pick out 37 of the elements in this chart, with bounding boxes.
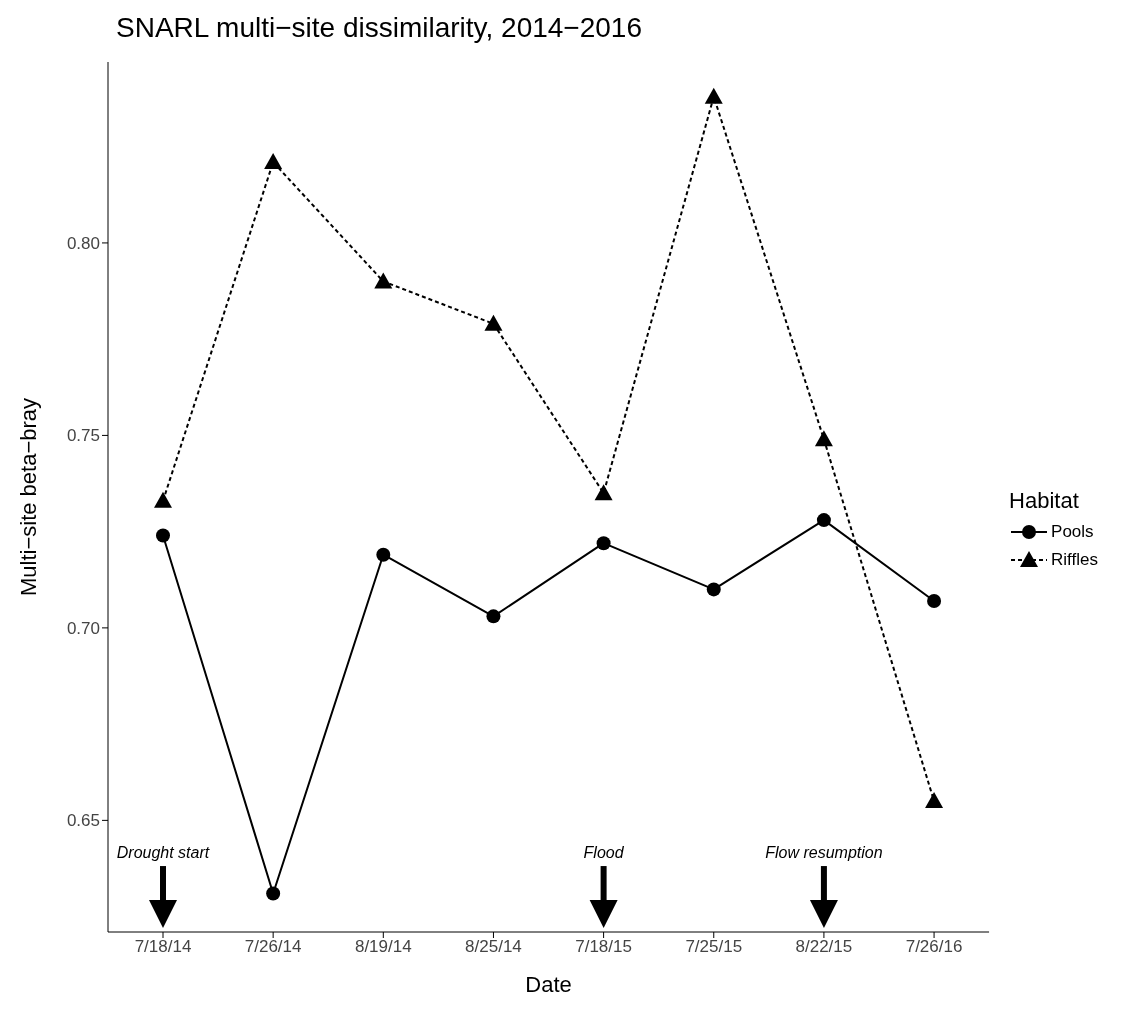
point — [156, 528, 170, 543]
annotation: Flood — [583, 844, 625, 862]
x-tick-label: 7/18/14 — [134, 937, 192, 957]
x-tick-label: 7/18/15 — [575, 937, 632, 957]
point — [264, 153, 283, 170]
point — [814, 430, 833, 447]
point — [374, 272, 393, 289]
y-tick-label: 0.75 — [66, 426, 100, 446]
legend-title: Habitat — [1009, 488, 1080, 514]
point — [704, 87, 723, 104]
y-tick-label: 0.65 — [66, 811, 100, 831]
point — [596, 536, 611, 551]
point — [925, 792, 944, 809]
point — [154, 491, 172, 508]
x-tick-label: 8/25/14 — [465, 937, 522, 957]
x-tick-label: 8/19/14 — [354, 937, 412, 957]
point — [266, 886, 281, 901]
y-tick-label: 0.80 — [66, 233, 100, 253]
x-tick-label: 8/22/15 — [795, 937, 853, 957]
legend-label: Riffles — [1051, 550, 1098, 570]
chart-title: SNARL multi−site dissimilarity, 2014−2016 — [115, 11, 643, 45]
point — [486, 609, 501, 624]
x-tick-label: 7/25/15 — [685, 937, 743, 957]
y-axis-title: Multi−site beta−bray — [15, 397, 41, 597]
legend-label: Pools — [1051, 522, 1094, 542]
point — [594, 484, 613, 501]
point — [706, 582, 721, 597]
point — [376, 547, 391, 562]
x-axis-title: Date — [525, 972, 572, 997]
x-tick-label: 7/26/14 — [244, 937, 302, 957]
point — [484, 314, 503, 331]
x-tick-label: 7/26/16 — [905, 937, 963, 957]
y-tick-label: 0.70 — [66, 618, 100, 638]
point — [927, 593, 942, 608]
point — [816, 513, 831, 528]
annotation: Flow resumption — [765, 844, 883, 862]
annotation: Drought start — [116, 844, 210, 862]
